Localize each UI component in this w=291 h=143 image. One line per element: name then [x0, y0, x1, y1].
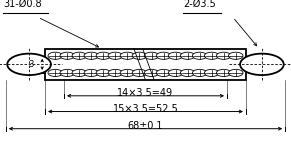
Circle shape: [108, 52, 123, 59]
Circle shape: [132, 52, 147, 59]
Circle shape: [60, 69, 74, 77]
Circle shape: [168, 52, 183, 59]
Text: 3: 3: [28, 60, 33, 69]
Circle shape: [108, 69, 123, 77]
Text: 68±0.1: 68±0.1: [128, 121, 163, 131]
Circle shape: [120, 69, 135, 77]
Circle shape: [180, 69, 195, 77]
Text: 14×3.5=49: 14×3.5=49: [118, 88, 173, 98]
Circle shape: [180, 52, 195, 59]
Circle shape: [240, 54, 284, 75]
Circle shape: [156, 69, 171, 77]
Circle shape: [144, 52, 159, 59]
Circle shape: [228, 69, 243, 77]
Circle shape: [7, 54, 51, 75]
Circle shape: [217, 69, 231, 77]
Text: 31-Ø0.8: 31-Ø0.8: [3, 0, 42, 9]
Circle shape: [144, 69, 159, 77]
Circle shape: [72, 52, 87, 59]
Circle shape: [204, 52, 219, 59]
Circle shape: [60, 52, 74, 59]
Circle shape: [228, 52, 243, 59]
Text: 15×3.5=52.5: 15×3.5=52.5: [113, 104, 178, 114]
Circle shape: [192, 69, 207, 77]
Circle shape: [48, 69, 63, 77]
Circle shape: [168, 69, 183, 77]
Circle shape: [217, 52, 231, 59]
Circle shape: [84, 69, 99, 77]
Bar: [45, 49, 246, 80]
Circle shape: [84, 52, 99, 59]
Circle shape: [72, 69, 87, 77]
Circle shape: [48, 52, 63, 59]
Circle shape: [156, 52, 171, 59]
Circle shape: [132, 69, 147, 77]
Circle shape: [192, 52, 207, 59]
Circle shape: [120, 52, 135, 59]
Circle shape: [204, 69, 219, 77]
Text: 2-Ø3.5: 2-Ø3.5: [183, 0, 216, 9]
Circle shape: [96, 69, 111, 77]
Circle shape: [96, 52, 111, 59]
